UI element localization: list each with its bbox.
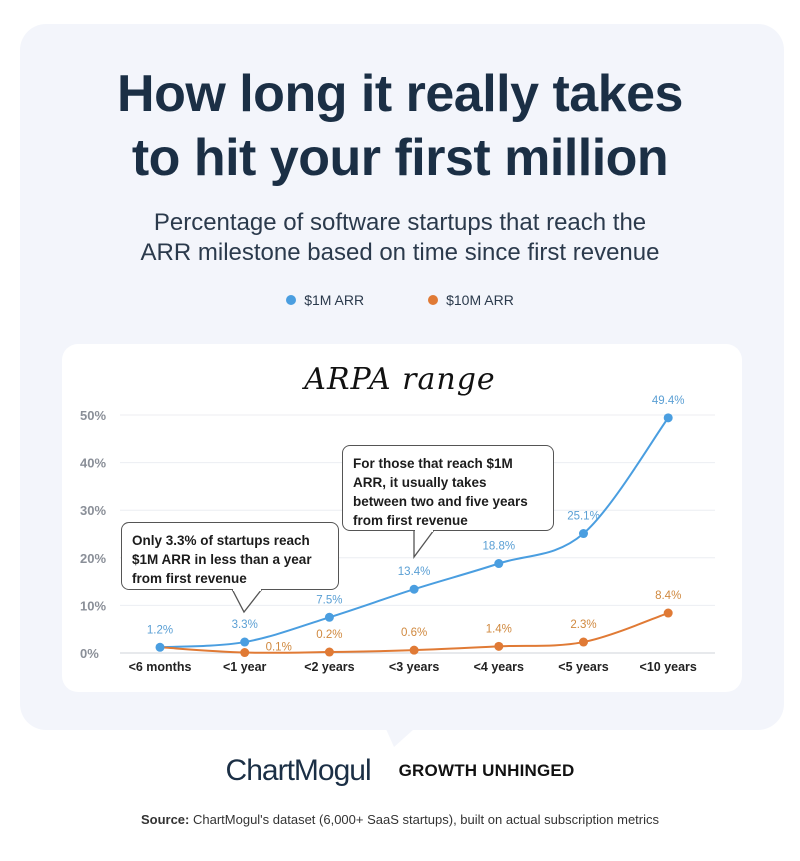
page-subtitle: Percentage of software startups that rea… <box>0 208 800 268</box>
data-point[interactable] <box>663 413 673 423</box>
x-tick-label: <4 years <box>474 660 524 674</box>
title-line-2: to hit your first million <box>131 129 669 187</box>
x-axis: <6 months <1 year <2 years <3 years <4 years… <box>129 660 697 674</box>
y-axis: 0% 10% 20% 30% 40% 50% <box>80 408 106 661</box>
chartmogul-logo: ChartMogul <box>225 754 372 787</box>
data-point[interactable] <box>494 559 504 569</box>
data-label: 1.4% <box>486 623 512 635</box>
data-label: 8.4% <box>655 590 681 602</box>
y-tick-label: 10% <box>80 598 106 613</box>
legend-label: $1M ARR <box>304 292 365 308</box>
data-point[interactable] <box>409 645 419 655</box>
callout-2-tail <box>413 529 435 559</box>
y-tick-label: 40% <box>80 456 106 471</box>
data-label: 49.4% <box>652 395 685 407</box>
source-label: Source: <box>140 812 190 827</box>
source-text: ChartMogul's dataset (6,000+ SaaS startu… <box>189 812 660 827</box>
legend-dot-orange-icon <box>428 295 439 305</box>
x-tick-label: <6 months <box>129 660 192 674</box>
x-tick-label: <5 years <box>558 660 608 674</box>
chart-legend: $1M ARR $10M ARR <box>0 292 800 308</box>
annotation-callout-1: Only 3.3% of startups reach $1M ARR in l… <box>121 522 339 590</box>
brand-row: ChartMogul GROWTH UNHINGED <box>0 754 800 788</box>
data-label: 1.2% <box>147 624 173 636</box>
legend-dot-blue-icon <box>286 295 297 305</box>
data-label: 7.5% <box>316 594 342 606</box>
card-speech-tail <box>386 729 414 747</box>
y-tick-label: 0% <box>80 646 99 661</box>
data-point[interactable] <box>240 648 250 658</box>
page-title: How long it really takes to hit your fir… <box>0 62 800 190</box>
data-label: 18.8% <box>482 541 515 553</box>
data-point[interactable] <box>579 637 588 647</box>
x-tick-label: <3 years <box>389 660 439 674</box>
data-point[interactable] <box>324 647 334 657</box>
title-line-1: How long it really takes <box>117 65 683 123</box>
chart-heading: ARPA range <box>304 362 496 397</box>
data-point[interactable] <box>409 584 419 594</box>
source-note: Source: ChartMogul's dataset (6,000+ Saa… <box>0 812 800 827</box>
legend-item-1m: $1M ARR <box>286 292 364 308</box>
data-label: 3.3% <box>232 619 258 631</box>
callout-1-tail <box>231 588 263 614</box>
growth-unhinged-logo: GROWTH UNHINGED <box>398 761 575 780</box>
data-label: 2.3% <box>570 619 596 631</box>
legend-label: $10M ARR <box>446 292 514 308</box>
chart-series: 1.2% 3.3% 7.5% 13.4% 18.8% 25.1% 49.4% 0.1% 0.2%… <box>147 395 685 658</box>
data-label: 25.1% <box>567 511 600 523</box>
annotation-callout-2: For those that reach $1M ARR, it usually… <box>342 445 554 531</box>
data-point[interactable] <box>663 608 673 618</box>
x-tick-label: <2 years <box>304 660 354 674</box>
y-tick-label: 30% <box>80 503 106 518</box>
legend-item-10m: $10M ARR <box>428 292 514 308</box>
subtitle-line-2: ARR milestone based on time since first … <box>140 239 660 266</box>
data-label: 0.6% <box>401 627 427 639</box>
data-point[interactable] <box>494 641 504 651</box>
x-tick-label: <10 years <box>640 660 697 674</box>
data-point[interactable] <box>240 637 250 647</box>
data-point[interactable] <box>155 642 165 652</box>
data-label: 13.4% <box>398 566 431 578</box>
data-point[interactable] <box>579 529 588 539</box>
x-tick-label: <1 year <box>223 660 267 674</box>
data-label: 0.1% <box>266 642 292 654</box>
data-point[interactable] <box>324 612 334 622</box>
y-tick-label: 50% <box>80 408 106 423</box>
data-label: 0.2% <box>316 629 342 641</box>
subtitle-line-1: Percentage of software startups that rea… <box>153 209 647 236</box>
y-tick-label: 20% <box>80 551 106 566</box>
